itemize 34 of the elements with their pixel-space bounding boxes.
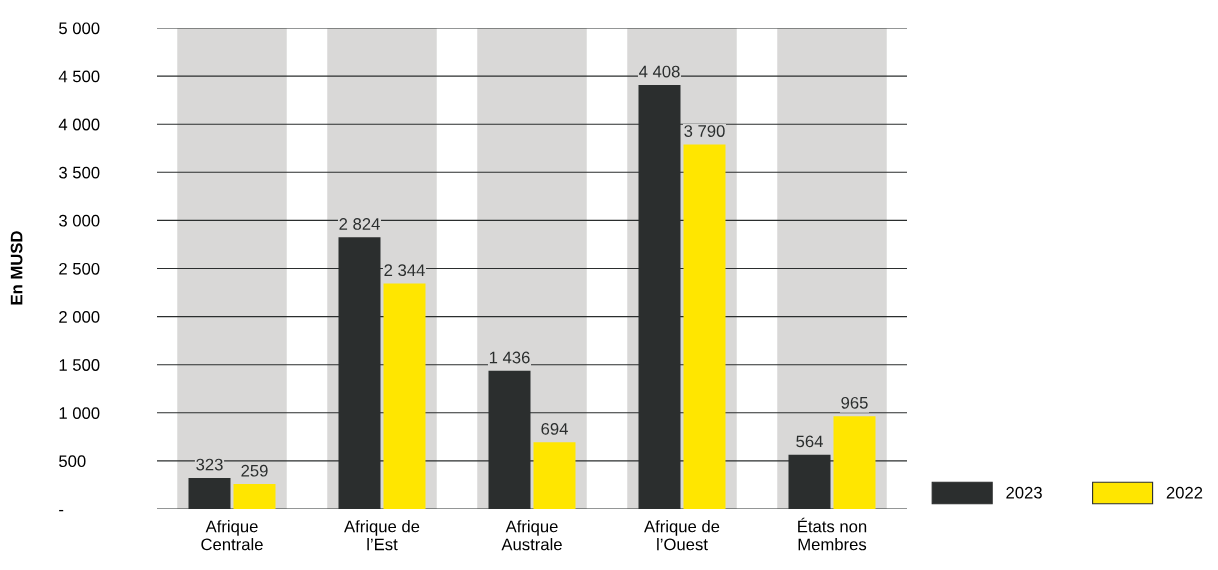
y-tick-label: 1 500 [59,359,100,371]
data-label: 323 [196,458,223,471]
y-tick-label: 500 [59,455,86,468]
x-tick-label: Afrique de l’Est [344,520,420,551]
y-tick-label: 4 000 [58,118,100,131]
y-tick-label: 2 500 [59,262,100,275]
legend-label: 2022 [1166,486,1203,499]
y-axis-title: En MUSD [10,231,23,305]
data-label: 3 790 [684,125,725,137]
data-label: 694 [541,422,568,435]
data-label: 2 824 [339,218,380,230]
y-tick-label: 5 000 [59,22,100,35]
data-label: 2 344 [384,264,425,277]
y-tick-label: 3 500 [59,166,100,179]
data-label: 965 [841,396,868,409]
x-tick-label: Afrique de l’Ouest [644,520,720,551]
y-tick-label: 2 000 [59,311,100,323]
x-tick-label: Afrique Australe [501,520,562,551]
data-label: 564 [796,435,823,448]
x-tick-label: États non Membres [798,517,867,551]
bar [233,484,276,509]
y-tick-label: - [59,509,64,512]
x-tick-label: Afrique Centrale [201,520,263,551]
bar [683,144,726,509]
bar [833,416,876,509]
bar [383,283,426,509]
y-tick-label: 1 000 [59,407,100,419]
data-label: 1 436 [489,351,530,364]
bar [533,442,576,509]
data-label: 259 [241,464,268,477]
legend-label: 2023 [1006,486,1042,499]
y-tick-label: 3 000 [59,214,100,227]
data-label: 4 408 [639,65,680,78]
y-tick-label: 4 500 [58,70,100,83]
